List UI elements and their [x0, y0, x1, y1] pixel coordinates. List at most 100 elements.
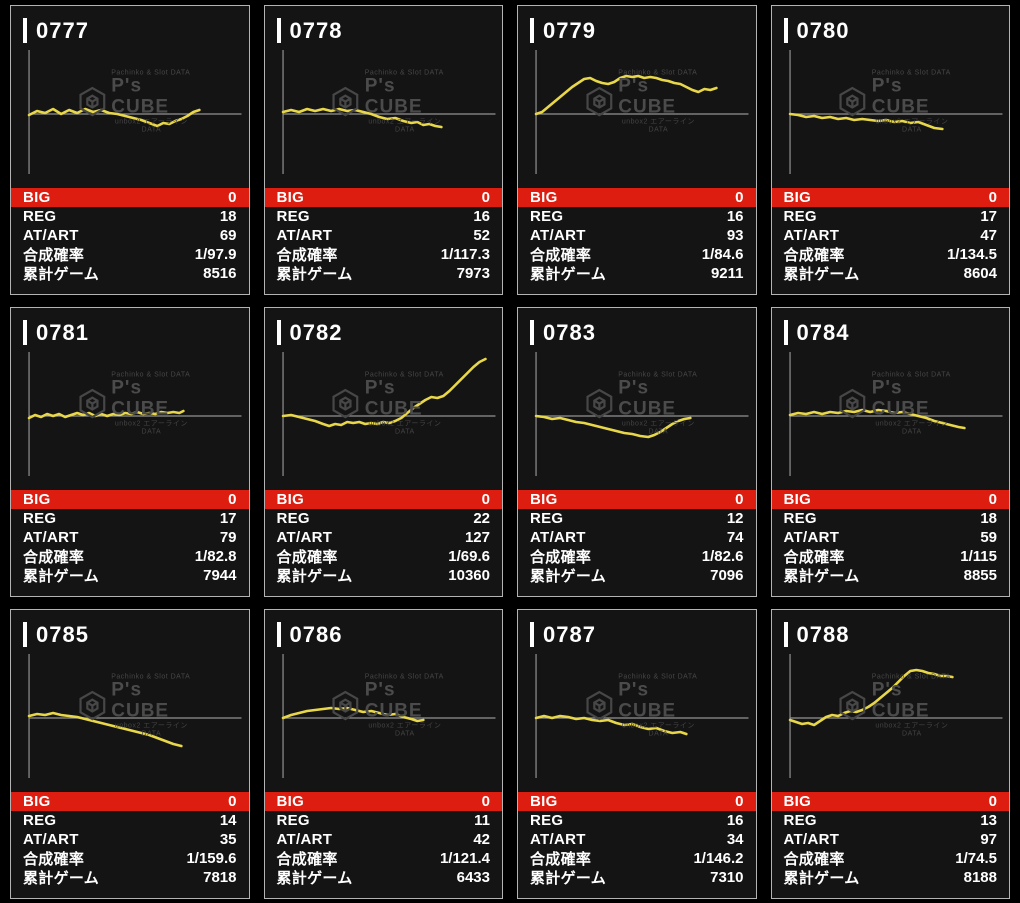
stat-label-rate: 合成確率 [276, 549, 338, 566]
stat-value-reg: 11 [474, 812, 490, 829]
stat-value-games: 8516 [203, 265, 237, 282]
machine-panel[interactable]: 0783 Pachinko & Slot DATA P's CUBE unbox… [517, 307, 757, 597]
stat-label-games: 累計ゲーム [276, 266, 353, 283]
graph-canvas [281, 50, 495, 174]
stat-value-rate: 1/117.3 [440, 246, 490, 263]
stat-value-big: 0 [481, 793, 490, 810]
stat-value-games: 10360 [448, 567, 490, 584]
stat-label-rate: 合成確率 [276, 851, 338, 868]
stat-label-big: BIG [783, 793, 812, 810]
header-accent-bar [276, 320, 281, 345]
stat-row-big: BIG 0 [518, 490, 756, 509]
stat-row-games: 累計ゲーム 8516 [11, 264, 249, 283]
stat-value-big: 0 [735, 491, 744, 508]
machine-panel[interactable]: 0787 Pachinko & Slot DATA P's CUBE unbox… [517, 609, 757, 899]
header-accent-bar [783, 18, 788, 43]
graph-canvas [534, 352, 749, 476]
machine-header: 0787 [530, 622, 596, 647]
stat-row-atart: AT/ART 97 [772, 830, 1010, 849]
stat-label-games: 累計ゲーム [783, 266, 860, 283]
slump-line [534, 414, 692, 439]
slump-line [281, 706, 425, 723]
graph-canvas [281, 352, 495, 476]
stat-row-rate: 合成確率 1/117.3 [265, 245, 503, 264]
stat-row-atart: AT/ART 127 [265, 528, 503, 547]
machine-number: 0784 [796, 320, 850, 345]
machine-panel[interactable]: 0781 Pachinko & Slot DATA P's CUBE unbox… [10, 307, 250, 597]
stat-row-reg: REG 22 [265, 509, 503, 528]
stat-label-atart: AT/ART [23, 529, 79, 546]
machine-panel[interactable]: 0784 Pachinko & Slot DATA P's CUBE unbox… [770, 307, 1010, 597]
stat-row-games: 累計ゲーム 8604 [772, 264, 1010, 283]
stat-label-atart: AT/ART [783, 831, 840, 848]
slump-graph: Pachinko & Slot DATA P's CUBE unbox2 エアー… [11, 652, 249, 780]
stat-value-atart: 74 [726, 529, 744, 546]
machine-panel[interactable]: 0777 Pachinko & Slot DATA P's CUBE unbox… [10, 5, 250, 295]
graph-canvas [27, 654, 242, 778]
slump-graph: Pachinko & Slot DATA P's CUBE unbox2 エアー… [772, 652, 1010, 780]
stat-row-rate: 合成確率 1/69.6 [265, 547, 503, 566]
stat-value-atart: 127 [464, 529, 490, 546]
stat-value-reg: 18 [219, 208, 237, 225]
machine-panel[interactable]: 0786 Pachinko & Slot DATA P's CUBE unbox… [263, 609, 503, 899]
stat-label-rate: 合成確率 [530, 851, 592, 868]
stat-label-reg: REG [276, 510, 310, 527]
stats-table: BIG 0 REG 22 AT/ART 127 合成確率 1/69.6 累計ゲー… [264, 490, 503, 585]
stat-row-atart: AT/ART 59 [772, 528, 1010, 547]
stat-label-big: BIG [530, 793, 558, 810]
slump-graph: Pachinko & Slot DATA P's CUBE unbox2 エアー… [11, 48, 249, 176]
stat-row-games: 累計ゲーム 7310 [518, 868, 756, 887]
machine-panel[interactable]: 0780 Pachinko & Slot DATA P's CUBE unbox… [770, 5, 1010, 295]
stats-table: BIG 0 REG 14 AT/ART 35 合成確率 1/159.6 累計ゲー… [11, 792, 249, 887]
stat-value-big: 0 [228, 793, 237, 810]
machine-header: 0777 [23, 18, 89, 43]
stat-row-reg: REG 16 [518, 207, 756, 226]
stat-value-rate: 1/84.6 [701, 246, 744, 263]
machine-header: 0783 [530, 320, 596, 345]
machine-panel[interactable]: 0785 Pachinko & Slot DATA P's CUBE unbox… [10, 609, 250, 899]
machine-panel[interactable]: 0782 Pachinko & Slot DATA P's CUBE unbox… [263, 307, 503, 597]
stat-row-games: 累計ゲーム 8188 [772, 868, 1010, 887]
stat-row-big: BIG 0 [771, 188, 1009, 207]
machine-number: 0783 [543, 320, 596, 345]
stat-label-big: BIG [276, 491, 305, 508]
stat-label-reg: REG [530, 208, 564, 225]
stat-label-atart: AT/ART [276, 227, 333, 244]
stat-row-reg: REG 12 [518, 509, 756, 528]
stat-row-rate: 合成確率 1/159.6 [11, 849, 249, 868]
machine-number: 0786 [289, 622, 343, 647]
stat-row-atart: AT/ART 52 [265, 226, 503, 245]
stat-label-reg: REG [23, 510, 57, 527]
stat-value-games: 7096 [710, 567, 744, 584]
stat-value-reg: 16 [726, 812, 744, 829]
stats-table: BIG 0 REG 16 AT/ART 93 合成確率 1/84.6 累計ゲーム… [518, 188, 756, 283]
machine-panel[interactable]: 0779 Pachinko & Slot DATA P's CUBE unbox… [517, 5, 757, 295]
stat-value-reg: 12 [726, 510, 744, 527]
machine-panel[interactable]: 0778 Pachinko & Slot DATA P's CUBE unbox… [263, 5, 503, 295]
machine-header: 0778 [276, 18, 343, 43]
stat-value-atart: 47 [980, 227, 997, 244]
stat-label-big: BIG [23, 793, 51, 810]
slump-graph: Pachinko & Slot DATA P's CUBE unbox2 エアー… [265, 350, 503, 478]
stat-value-reg: 17 [980, 208, 997, 225]
stat-row-big: BIG 0 [11, 490, 249, 509]
machine-number: 0785 [36, 622, 89, 647]
stat-value-reg: 16 [473, 208, 490, 225]
stat-label-reg: REG [783, 812, 817, 829]
stat-value-rate: 1/146.2 [693, 850, 744, 867]
stat-row-big: BIG 0 [264, 490, 502, 509]
stat-value-games: 9211 [710, 265, 744, 282]
stat-label-reg: REG [783, 208, 817, 225]
machine-panel[interactable]: 0788 Pachinko & Slot DATA P's CUBE unbox… [770, 609, 1010, 899]
header-accent-bar [276, 622, 281, 647]
stat-value-rate: 1/82.6 [701, 548, 744, 565]
stat-label-rate: 合成確率 [23, 549, 85, 566]
machine-header: 0785 [23, 622, 89, 647]
stat-row-big: BIG 0 [11, 792, 249, 811]
machine-number: 0788 [796, 622, 850, 647]
stat-label-rate: 合成確率 [530, 549, 592, 566]
stat-value-big: 0 [735, 793, 744, 810]
stat-row-atart: AT/ART 79 [11, 528, 249, 547]
slump-line [534, 74, 718, 116]
slump-graph: Pachinko & Slot DATA P's CUBE unbox2 エアー… [265, 48, 503, 176]
